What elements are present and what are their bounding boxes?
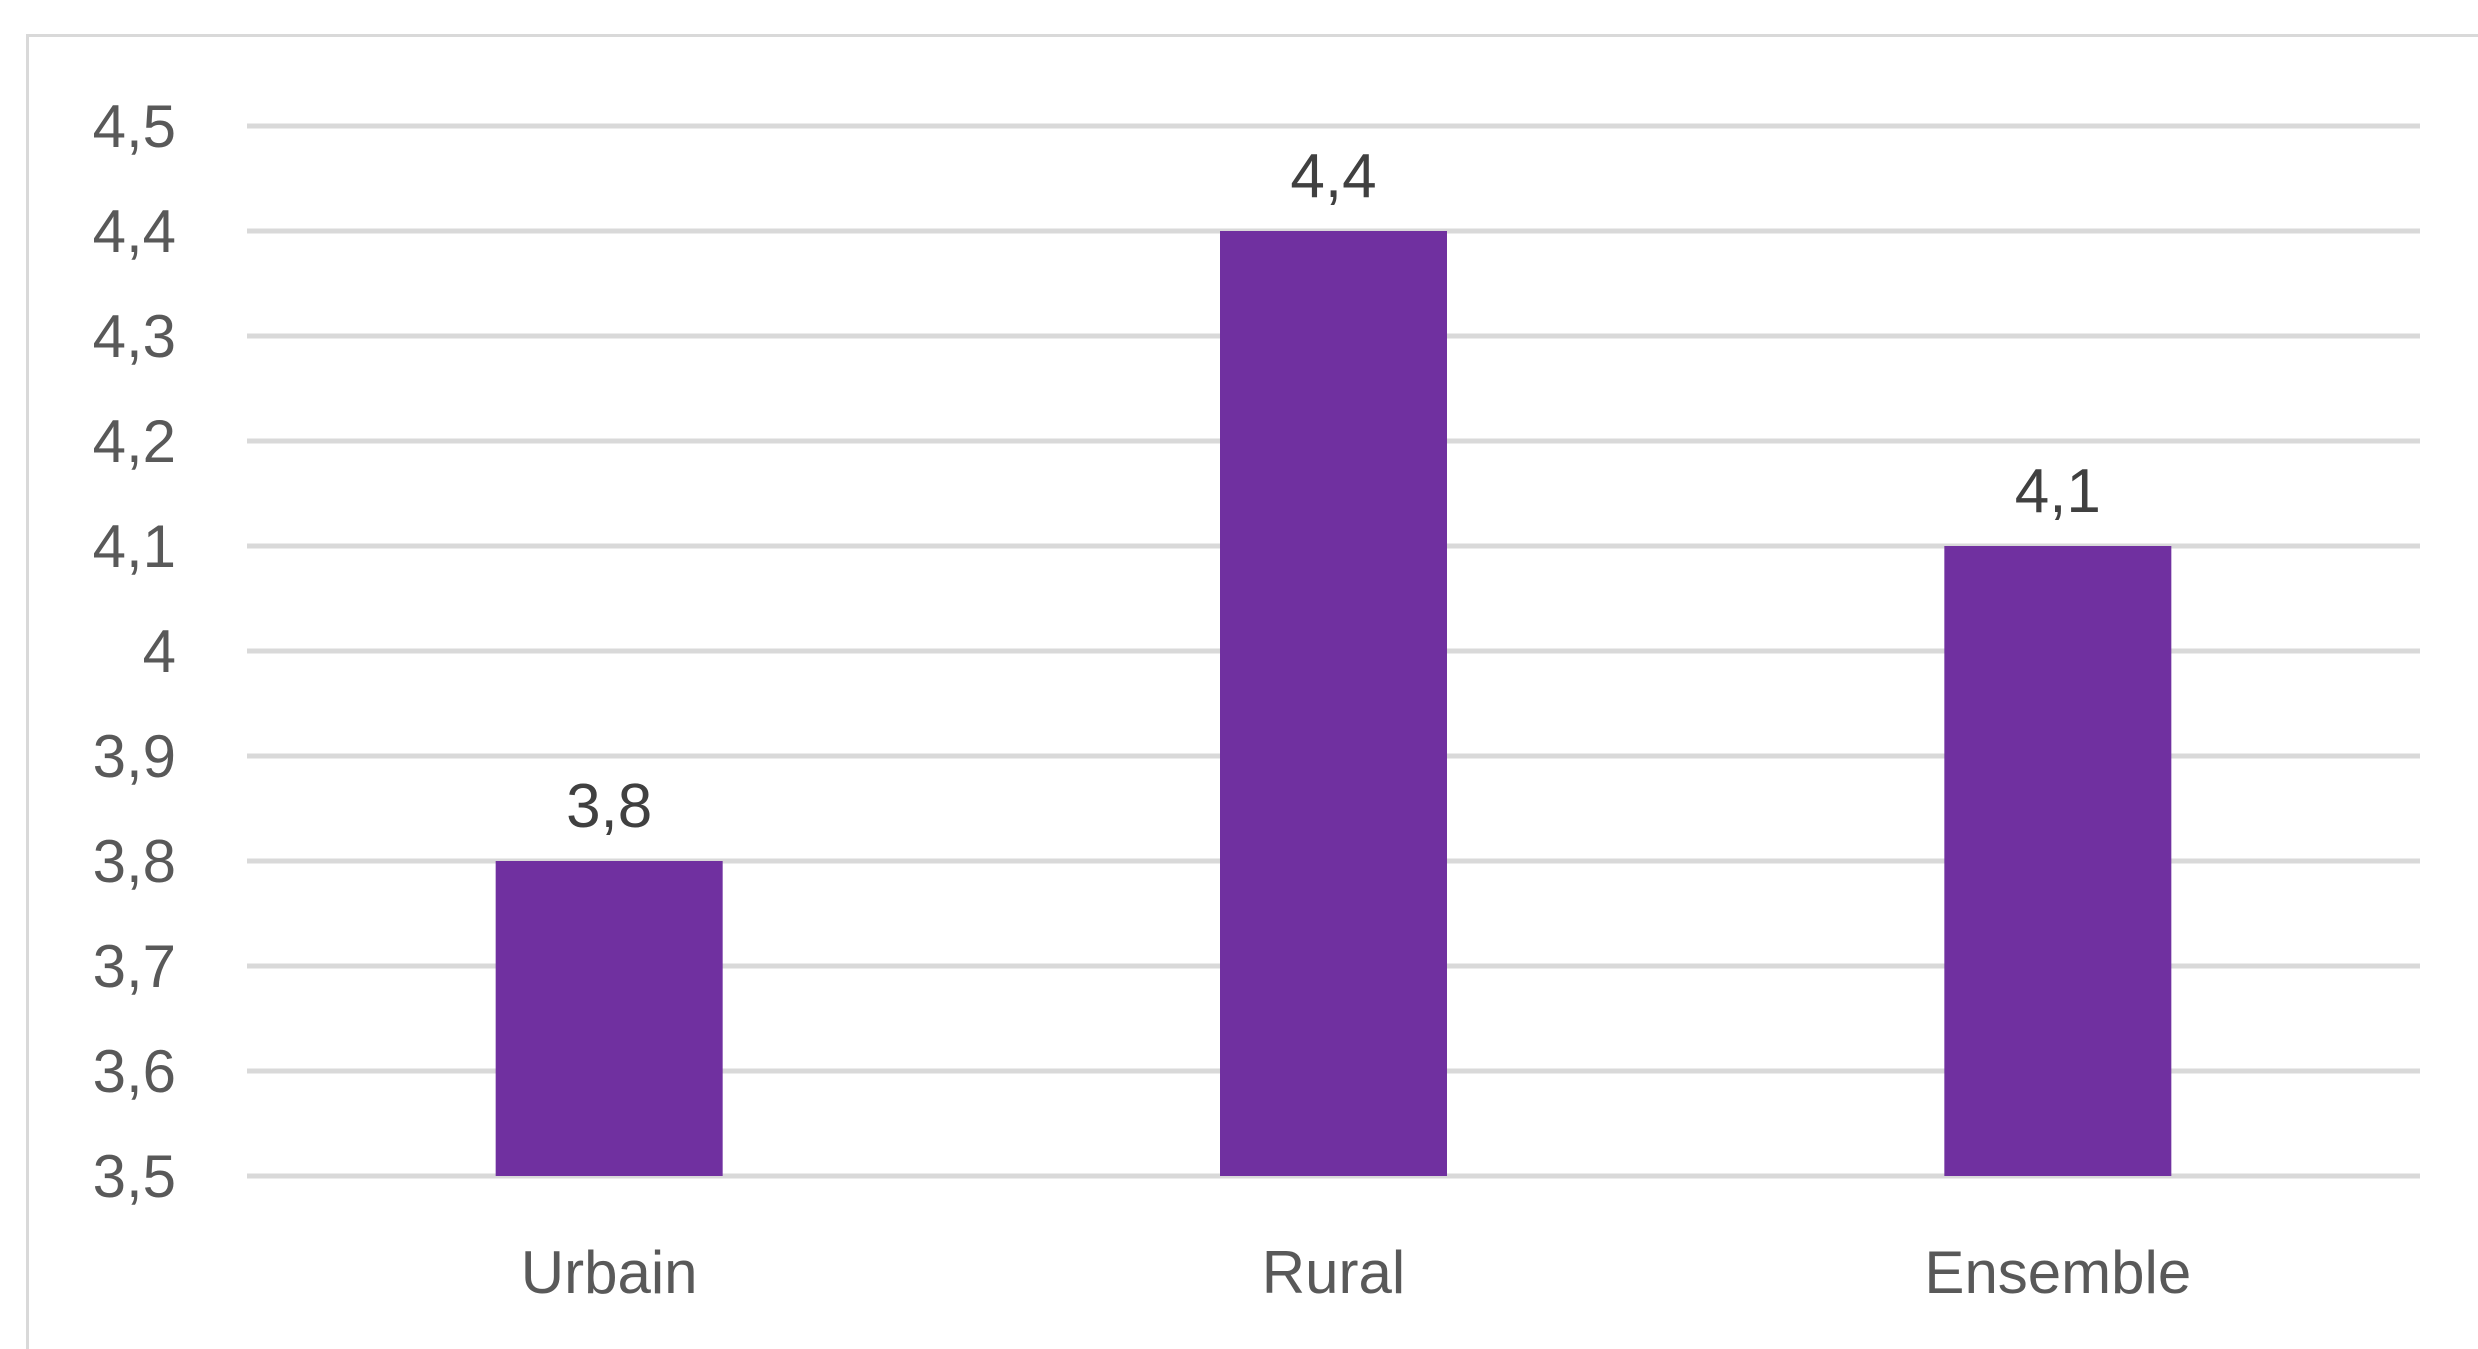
x-category-label: Ensemble	[1924, 1239, 2191, 1306]
y-tick-label: 4,4	[93, 198, 176, 265]
bar-ensemble	[1944, 546, 2172, 1176]
data-label: 4,4	[1290, 142, 1376, 211]
y-tick-label: 4,2	[93, 408, 176, 475]
y-tick-label: 3,6	[93, 1038, 176, 1105]
y-tick-label: 4,1	[93, 513, 176, 580]
bar-rural	[1220, 231, 1447, 1176]
x-axis-category-labels: Urbain Rural Ensemble	[521, 1239, 2191, 1306]
y-axis-tick-labels: 3,5 3,6 3,7 3,8 3,9 4 4,1 4,2 4,3 4,4 4,5	[93, 93, 176, 1210]
data-labels: 3,8 4,4 4,1	[566, 142, 2101, 841]
data-label: 3,8	[566, 772, 652, 841]
y-tick-label: 4,5	[93, 93, 176, 160]
y-tick-label: 3,5	[93, 1143, 176, 1210]
y-tick-label: 4,3	[93, 303, 176, 370]
y-tick-label: 3,9	[93, 723, 176, 790]
bar-urbain	[495, 861, 723, 1176]
bars	[495, 231, 2172, 1176]
x-category-label: Urbain	[521, 1239, 698, 1306]
y-tick-label: 3,8	[93, 828, 176, 895]
data-label: 4,1	[2015, 457, 2101, 526]
y-tick-label: 3,7	[93, 933, 176, 1000]
x-category-label: Rural	[1262, 1239, 1405, 1306]
y-tick-label: 4	[143, 618, 176, 685]
